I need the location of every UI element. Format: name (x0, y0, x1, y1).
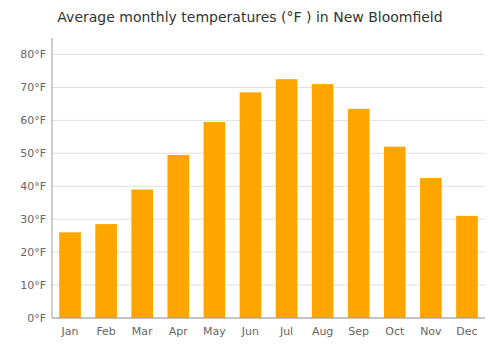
x-tick-label: May (203, 325, 226, 338)
x-tick-label: Jan (61, 325, 79, 338)
x-tick-label: Dec (456, 325, 477, 338)
grid (52, 54, 485, 318)
bar (456, 216, 478, 318)
bar (384, 147, 406, 318)
bar (312, 84, 334, 318)
chart-container: 0°F 10°F 20°F 30°F 40°F 50°F 60°F 70°F 80°F Jan Fe… (0, 0, 500, 350)
x-tick-label: Mar (132, 325, 153, 338)
grid-line (52, 87, 485, 88)
y-tick-label: 30°F (20, 213, 46, 226)
x-axis-line (52, 318, 485, 319)
y-tick-label: 60°F (20, 114, 46, 127)
bar (95, 224, 117, 318)
y-axis: 0°F 10°F 20°F 30°F 40°F 50°F 60°F 70°F 80°F (20, 48, 46, 325)
grid-line (52, 153, 485, 154)
y-tick-label: 40°F (20, 180, 46, 193)
x-tick-label: Sep (348, 325, 369, 338)
x-tick-label: Oct (385, 325, 405, 338)
bar (276, 79, 298, 318)
bar (131, 190, 153, 318)
x-tick-label: Apr (169, 325, 189, 338)
bar (167, 155, 189, 318)
grid-line (52, 318, 485, 319)
chart: 0°F 10°F 20°F 30°F 40°F 50°F 60°F 70°F 80°F Jan Fe… (0, 0, 500, 350)
y-tick-label: 0°F (27, 312, 46, 325)
x-tick-label: Nov (420, 325, 442, 338)
title: Average monthly temperatures (°F ) in Ne… (57, 9, 442, 25)
y-tick-label: 50°F (20, 147, 46, 160)
y-tick-label: 20°F (20, 246, 46, 259)
grid-line (52, 120, 485, 121)
x-tick-label: Feb (96, 325, 115, 338)
x-tick-label: Jun (241, 325, 259, 338)
x-axis: Jan Feb Mar Apr May Jun Jul Aug Sep Oct Nov Dec (61, 325, 478, 338)
y-tick-label: 10°F (20, 279, 46, 292)
bar (240, 92, 262, 318)
bar (59, 232, 81, 318)
x-tick-label: Jul (279, 325, 293, 338)
bar (420, 178, 442, 318)
y-axis-line (52, 38, 53, 318)
bar (204, 122, 226, 318)
x-tick-label: Aug (312, 325, 333, 338)
grid-line (52, 54, 485, 55)
bar (348, 109, 370, 318)
y-tick-label: 80°F (20, 48, 46, 61)
bars (59, 79, 478, 318)
y-tick-label: 70°F (20, 81, 46, 94)
